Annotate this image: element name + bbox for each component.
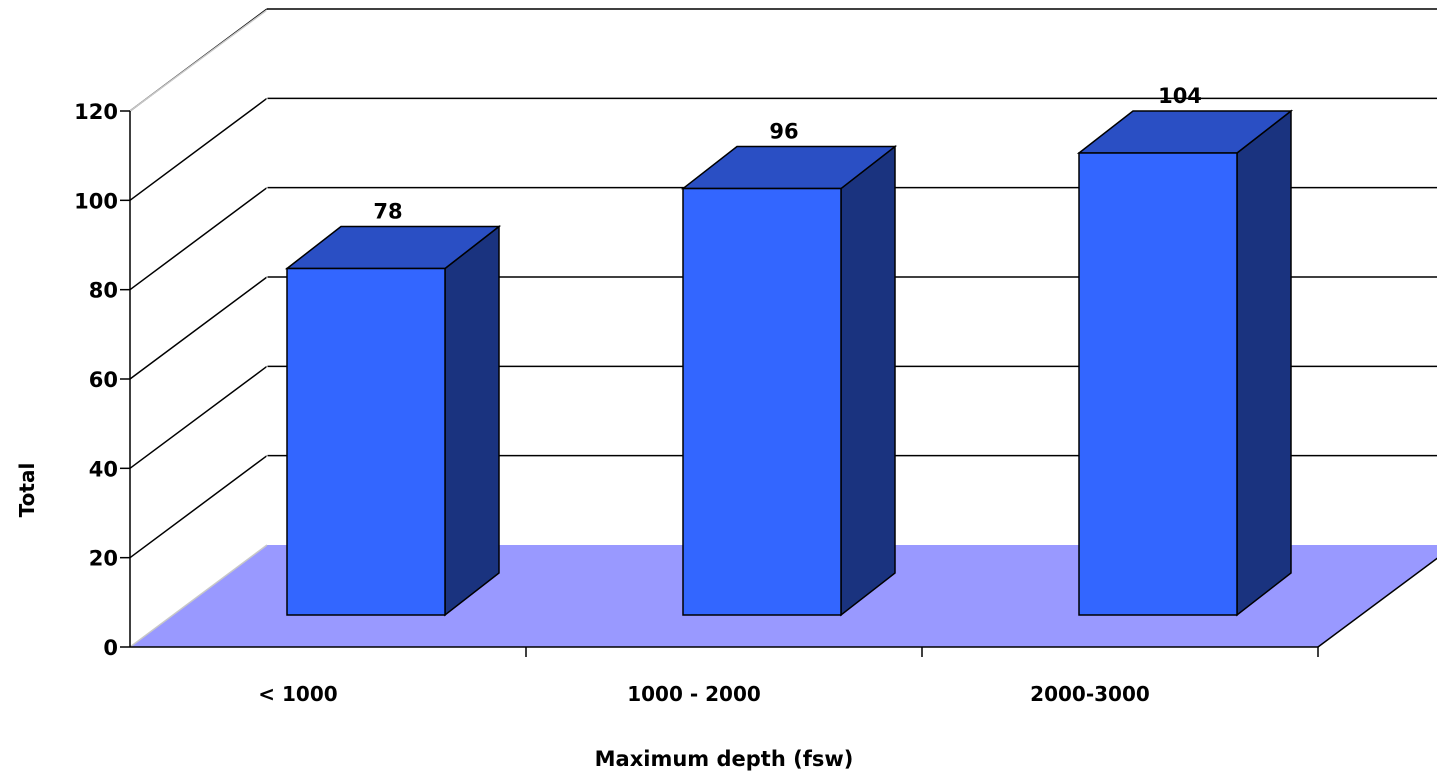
x-tick-label-1: 1000 - 2000 (627, 682, 761, 706)
wall-top-edge (129, 9, 268, 112)
wall-diagonal-60 (129, 276, 268, 380)
x-tick-label-0: < 1000 (258, 682, 337, 706)
bar-front-2 (1078, 152, 1238, 616)
floor-left-edge (129, 544, 268, 648)
wall-diagonal-80 (129, 187, 268, 291)
y-tick-label-40: 40 (89, 457, 118, 481)
data-label-2: 104 (1158, 84, 1202, 108)
x-axis-title: Maximum depth (fsw) (595, 747, 854, 771)
bar-1 (680, 145, 898, 617)
bar-side-0 (444, 224, 500, 617)
y-tick-label-100: 100 (74, 189, 118, 213)
floor-right-edge (1317, 557, 1437, 648)
y-tick-label-120: 120 (74, 100, 118, 124)
bar-side-1 (840, 145, 896, 617)
data-label-1: 96 (769, 120, 798, 144)
wall-diagonal-20 (129, 455, 268, 559)
bar-side-2 (1236, 109, 1292, 617)
wall-diagonal-100 (129, 97, 268, 201)
bar-0 (284, 224, 502, 617)
wall-diagonal-40 (129, 365, 268, 469)
x-tick-label-2: 2000-3000 (1030, 682, 1150, 706)
y-tick-label-80: 80 (89, 279, 118, 303)
bar-front-1 (682, 187, 842, 616)
y-axis-title: Total (15, 463, 39, 518)
y-tick-label-20: 20 (89, 547, 118, 571)
y-tick-label-60: 60 (89, 368, 118, 392)
y-tick-label-0: 0 (103, 636, 118, 660)
bar-front-0 (286, 267, 446, 616)
data-label-0: 78 (373, 200, 402, 224)
bar-2 (1076, 109, 1294, 617)
